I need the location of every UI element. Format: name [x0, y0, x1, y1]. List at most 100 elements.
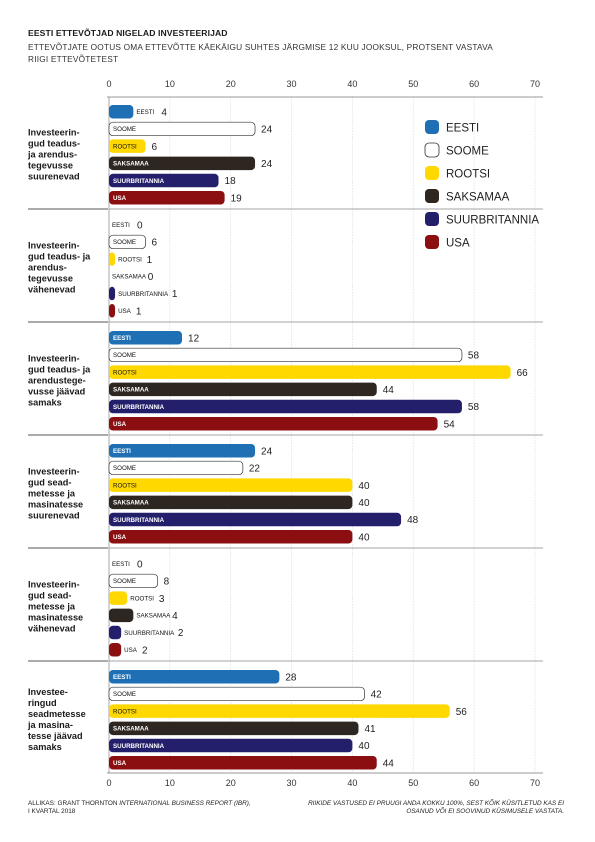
bar-series-label: EESTI — [136, 109, 154, 116]
bar-saksamaa — [109, 495, 353, 510]
bar-series-label: SOOME — [113, 352, 136, 359]
legend-swatch-eesti — [425, 120, 439, 134]
bar-eesti — [109, 670, 280, 684]
bar-value-label: 40 — [358, 532, 370, 543]
bar-series-label: SOOME — [113, 691, 136, 698]
bar-series-label: SAKSAMAA — [113, 500, 149, 507]
bar-soome — [108, 234, 146, 250]
bar-series-label: ROOTSI — [113, 143, 137, 150]
x-tick-label-top: 60 — [469, 79, 479, 89]
group-label: Investee-ringud seadmetesse ja masina-tess… — [27, 687, 86, 752]
bar-value-label: 28 — [285, 672, 297, 683]
bar-soome — [108, 347, 463, 363]
bar-value-label: 18 — [225, 176, 237, 187]
x-tick-label-bottom: 0 — [106, 778, 111, 788]
bar-soome — [108, 460, 244, 476]
bar-series-label: SUURBRITANNIA — [124, 630, 175, 637]
bar-series-label: ROOTSI — [130, 595, 154, 602]
bar-series-label: SOOME — [113, 126, 136, 133]
bar-value-label: 2 — [178, 628, 184, 639]
bar-saksamaa — [109, 608, 134, 623]
bar-value-label: 66 — [517, 368, 529, 379]
bar-value-label: 2 — [142, 645, 148, 656]
bar-suurbritannia — [109, 738, 353, 753]
x-tick-label-bottom: 20 — [226, 778, 236, 788]
bar-series-label: ROOTSI — [113, 482, 137, 489]
bar-eesti — [109, 444, 256, 458]
bar-suurbritannia — [109, 399, 462, 414]
bar-value-label: 0 — [148, 272, 154, 283]
bar-value-label: 19 — [231, 193, 243, 204]
bar-series-label: SUURBRITANNIA — [113, 743, 165, 750]
bar-suurbritannia — [109, 173, 219, 188]
bar-rootsi — [109, 365, 511, 379]
bar-soome — [108, 121, 256, 137]
bar-series-label: SAKSAMAA — [112, 274, 147, 281]
bar-saksamaa — [109, 721, 359, 736]
group-label-line: vähenevad — [28, 624, 76, 634]
bar-value-label: 12 — [188, 333, 200, 344]
group-label-line: Investeerin- — [28, 467, 80, 477]
x-tick-label-top: 0 — [106, 79, 111, 89]
bar-value-label: 24 — [261, 446, 273, 457]
bar-value-label: 44 — [383, 385, 395, 396]
bar-value-label: 24 — [261, 159, 273, 170]
bar-series-label: SUURBRITANNIA — [113, 517, 165, 524]
bar-eesti — [109, 105, 134, 119]
bar-usa — [109, 417, 438, 431]
bar-series-label: USA — [113, 195, 127, 202]
bar-value-label: 8 — [164, 577, 170, 588]
bar-series-label: SUURBRITANNIA — [118, 291, 169, 298]
bar-series-label: SOOME — [113, 578, 136, 585]
legend-label: EESTI — [446, 123, 479, 135]
group-label-line: Investeerin- — [28, 354, 80, 364]
group-label-line: Investeerin- — [28, 128, 80, 138]
source-italic: INTERNATIONAL BUSINESS REPORT (IBR), — [119, 800, 251, 807]
group-label-line: masinatesse — [28, 613, 83, 623]
x-tick-label-bottom: 60 — [469, 778, 479, 788]
bar-soome — [108, 686, 365, 702]
group-label-line: ja arendus- — [27, 150, 77, 160]
bar-series-label: SUURBRITANNIA — [113, 178, 165, 185]
bar-series-label: SOOME — [113, 239, 136, 246]
group-label-line: Investeerin- — [28, 241, 80, 251]
x-tick-label-top: 10 — [165, 79, 175, 89]
group-label: Investeerin-gud teadus- ja arendustege-vu… — [28, 354, 91, 408]
source-suffix: I KVARTAL 2018 — [28, 808, 76, 815]
chart-subtitle: ETTEVÕTJATE OOTUS OMA ETTEVÕTTE KÄEKÄIGU… — [28, 42, 493, 64]
bar-value-label: 24 — [261, 125, 273, 136]
group-label-line: gud sead- — [28, 591, 71, 601]
legend-label: ROOTSI — [446, 169, 490, 181]
group-label-line: gud teadus- ja — [28, 252, 91, 262]
legend-label: USA — [446, 238, 470, 250]
bar-series-label: SAKSAMAA — [113, 161, 149, 168]
bar-value-label: 4 — [172, 611, 178, 622]
bar-value-label: 40 — [358, 481, 370, 492]
bar-value-label: 4 — [161, 107, 167, 118]
bar-suurbritannia — [109, 286, 116, 301]
group-label-line: tegevusse — [28, 274, 73, 284]
bar-series-label: USA — [124, 647, 138, 654]
bar-value-label: 22 — [249, 464, 261, 475]
bar-value-label: 40 — [358, 741, 370, 752]
bar-value-label: 3 — [159, 594, 165, 605]
group-label-line: samaks — [28, 398, 62, 408]
bar-series-label: EESTI — [112, 561, 130, 568]
bar-usa — [109, 530, 353, 544]
group-label-line: vusse jäävad — [28, 387, 85, 397]
x-tick-label-top: 50 — [408, 79, 418, 89]
bar-series-label: USA — [113, 760, 127, 767]
bar-eesti — [109, 331, 183, 345]
group-label-line: samaks — [28, 742, 62, 752]
bar-series-label: ROOTSI — [118, 256, 142, 263]
bar-usa — [109, 191, 225, 205]
group-label-line: tegevusse — [28, 161, 73, 171]
bar-value-label: 6 — [152, 238, 158, 249]
footnote: RIIKIDE VASTUSED EI PRUUGI ANDA KOKKU 10… — [308, 800, 564, 815]
bar-saksamaa — [109, 382, 377, 397]
bar-rootsi — [109, 139, 146, 153]
legend-swatch-saksamaa — [425, 189, 439, 203]
legend-swatch-rootsi — [425, 166, 439, 180]
source-note: ALLIKAS: GRANT THORNTON INTERNATIONAL BU… — [28, 800, 278, 816]
